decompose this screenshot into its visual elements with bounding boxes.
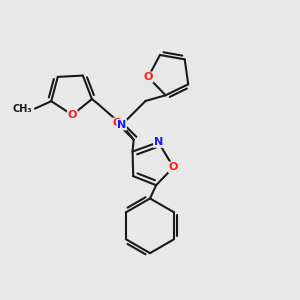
Text: O: O <box>68 110 77 120</box>
Text: N: N <box>117 120 126 130</box>
Text: O: O <box>112 118 122 128</box>
Text: O: O <box>169 162 178 172</box>
Text: N: N <box>154 137 163 147</box>
Text: CH₃: CH₃ <box>12 103 32 114</box>
Text: O: O <box>143 72 153 82</box>
